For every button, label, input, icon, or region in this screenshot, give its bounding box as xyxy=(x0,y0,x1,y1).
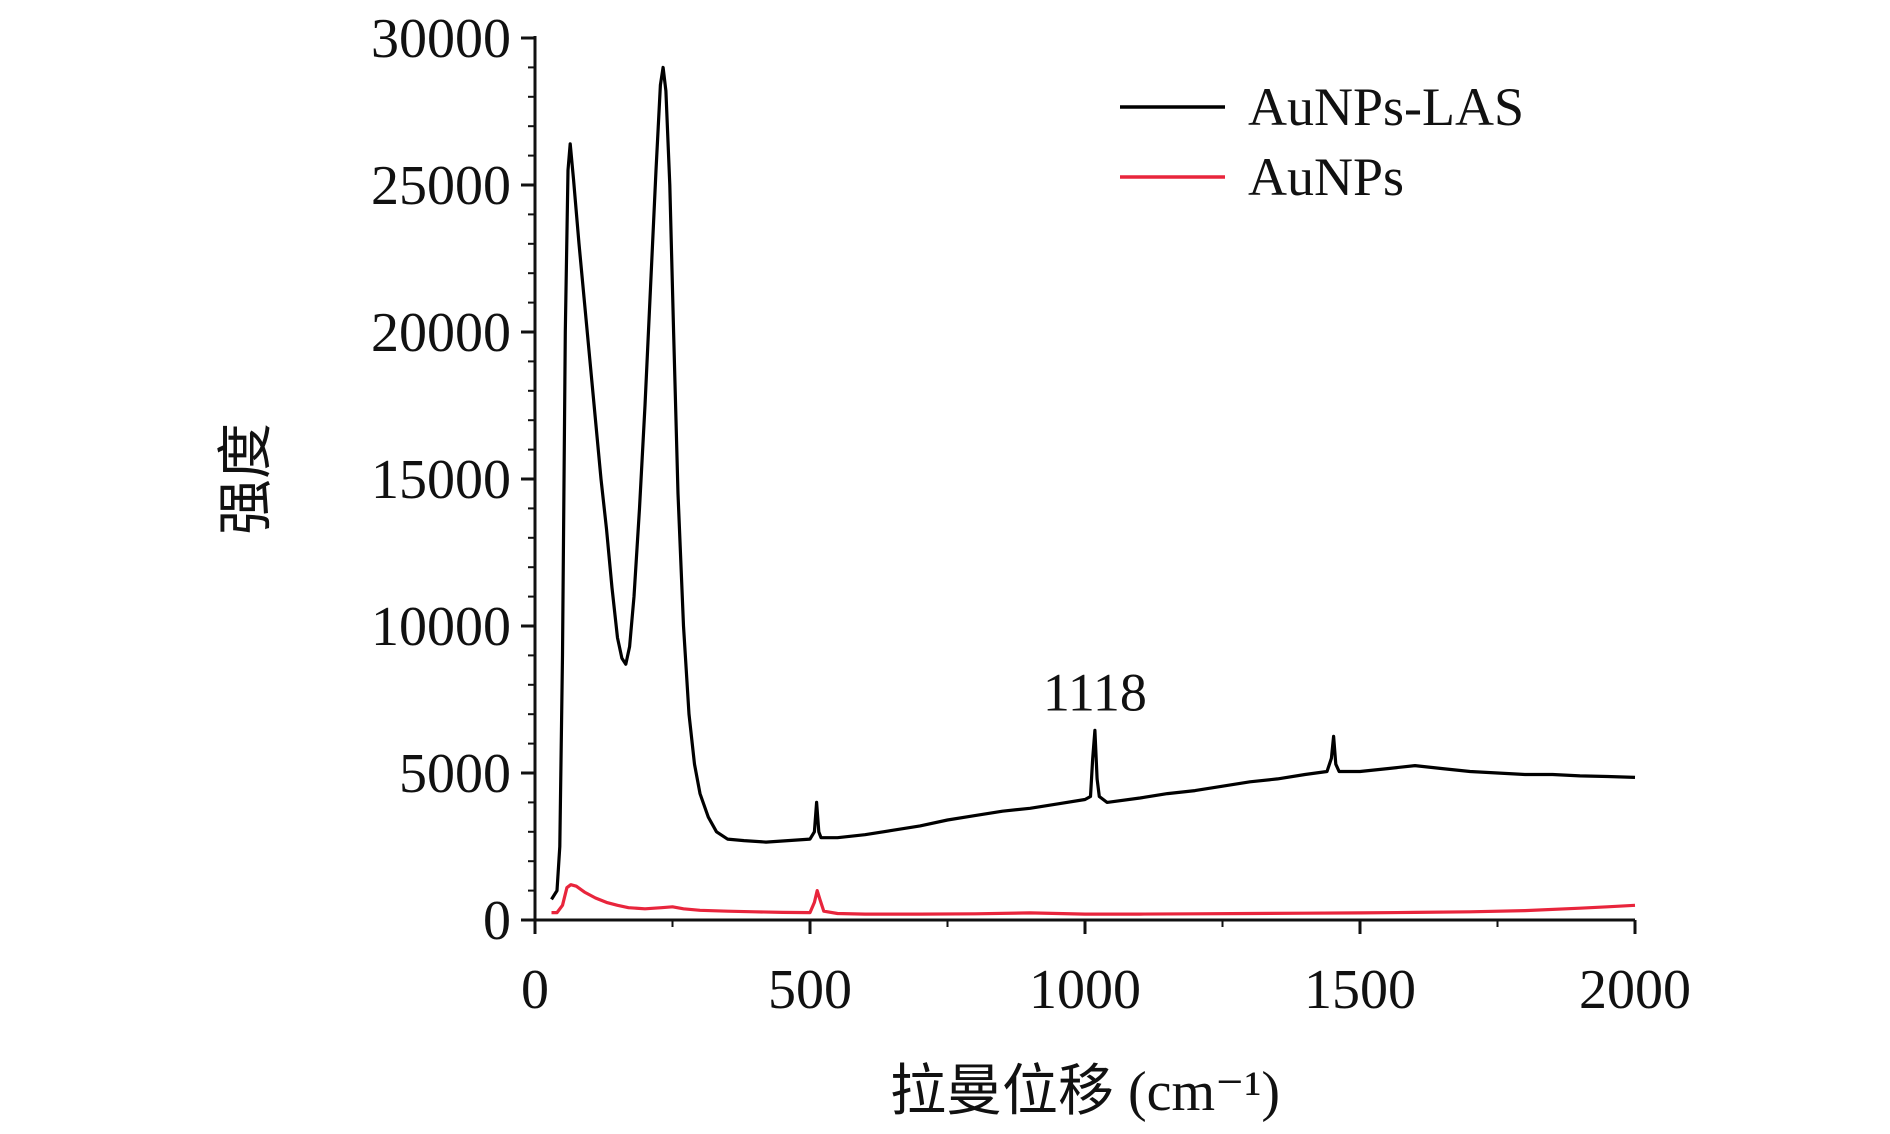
y-tick-label: 30000 xyxy=(371,8,511,70)
y-tick-label: 20000 xyxy=(371,302,511,364)
y-tick-label: 5000 xyxy=(399,743,511,805)
x-tick-label: 0 xyxy=(521,959,549,1021)
x-tick-label: 2000 xyxy=(1579,959,1691,1021)
x-tick-label: 1000 xyxy=(1029,959,1141,1021)
y-tick-label: 0 xyxy=(483,890,511,952)
legend: AuNPs-LAS AuNPs xyxy=(1120,77,1524,207)
peak-annotation: 1118 xyxy=(1043,663,1147,723)
y-tick-label: 10000 xyxy=(371,596,511,658)
series-layer xyxy=(550,65,1636,916)
y-tick-label: 15000 xyxy=(371,449,511,511)
x-tick-label: 1500 xyxy=(1304,959,1416,1021)
legend-label: AuNPs xyxy=(1248,147,1404,207)
y-axis-label: 强度 xyxy=(216,423,278,535)
legend-label: AuNPs-LAS xyxy=(1248,77,1524,137)
series-line-aunps xyxy=(551,883,1636,916)
series-line-aunps-las xyxy=(550,65,1636,901)
annotation-layer: 1118 xyxy=(1043,663,1147,723)
y-tick-label: 25000 xyxy=(371,155,511,217)
x-tick-label: 500 xyxy=(768,959,852,1021)
x-axis-label: 拉曼位移 (cm⁻¹) xyxy=(890,1061,1280,1123)
axes: 0 5000 10000 15000 20000 25000 30000 0 500 1000 15… xyxy=(371,8,1691,1021)
